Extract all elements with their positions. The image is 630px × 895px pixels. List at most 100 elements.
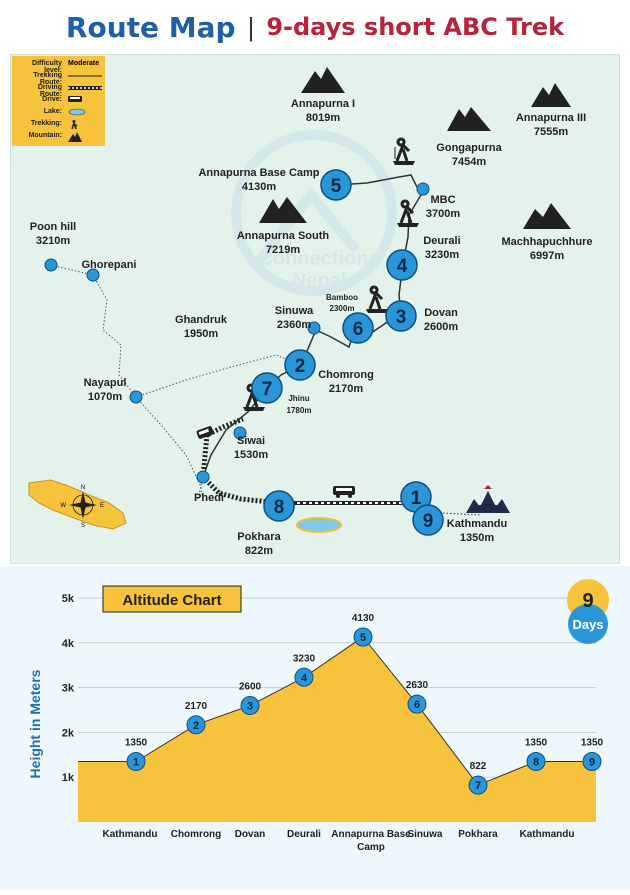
svg-text:2: 2	[295, 356, 306, 377]
mountain-icon-gongapurna	[447, 107, 491, 131]
mountain-alt-annapurna-i: 8019m	[306, 112, 340, 124]
bus-icon	[68, 96, 82, 102]
phewa-lake	[296, 517, 342, 533]
y-tick-label: 3k	[62, 683, 75, 695]
days-badge-number: 9	[582, 590, 593, 612]
place-dovan-name: Dovan	[424, 307, 458, 319]
place-ghandruk-alt: 1950m	[184, 328, 218, 340]
x-category-label: Chomrong	[171, 829, 222, 840]
side-trek-routes	[50, 264, 301, 502]
mountain-alt-annapurna-south: 7219m	[266, 244, 300, 256]
place-sinuwa-alt: 2360m	[277, 319, 311, 331]
place-jhinu-name: Jhinu	[288, 394, 309, 403]
data-label: 2630	[406, 680, 429, 691]
compass-s: S	[81, 523, 85, 529]
kathmandu-temple-icon	[466, 485, 510, 513]
place-jhinu-alt: 1780m	[287, 406, 312, 415]
place-nayapul-alt: 1070m	[88, 391, 122, 403]
y-axis-label: Height in Meters	[27, 669, 43, 778]
place-abc-alt: 4130m	[242, 181, 276, 193]
svg-text:4: 4	[397, 256, 408, 277]
legend-trekking: Trekking:	[16, 120, 104, 130]
svg-text:7: 7	[475, 780, 481, 792]
data-label: 4130	[352, 613, 375, 624]
place-deurali-name: Deurali	[423, 235, 460, 247]
day-markers: 1 2 3 4 5 6 7 8 9	[126, 627, 602, 795]
page-header: Route Map | 9-days short ABC Trek	[0, 0, 630, 54]
svg-text:9: 9	[589, 757, 595, 769]
day-marker: 2	[284, 349, 316, 381]
day-marker: 9	[582, 752, 602, 772]
data-label: 1350	[125, 738, 148, 749]
bus-icon	[333, 486, 355, 498]
day-marker: 5	[320, 169, 352, 201]
altitude-chart-canvas: 1k 2k 3k 4k 5k Kathmandu Chomrong Dovan Deurali…	[27, 579, 609, 853]
y-tick-label: 1k	[62, 772, 75, 784]
day-marker: 6	[342, 312, 374, 344]
day-marker: 9	[412, 504, 444, 536]
place-pokhara-name: Pokhara	[237, 531, 281, 543]
legend-driving-route: Driving Route:	[16, 84, 104, 98]
place-kathmandu-alt: 1350m	[460, 532, 494, 544]
days-badge: 9 Days	[567, 579, 609, 644]
day-marker: 5	[353, 627, 373, 647]
data-label: 1350	[525, 738, 548, 749]
data-label: 822	[470, 761, 487, 772]
x-category-label: Kathmandu	[520, 829, 575, 840]
legend-trekking-route: Trekking Route:	[16, 72, 104, 86]
svg-text:6: 6	[353, 319, 364, 340]
lake-icon	[68, 108, 86, 116]
compass-n: N	[81, 485, 85, 491]
day-marker: 2	[186, 715, 206, 735]
place-mbc-name: MBC	[430, 194, 455, 206]
trekker-icon	[71, 120, 78, 130]
day-marker: 7	[468, 775, 488, 795]
place-chomrong-alt: 2170m	[329, 383, 363, 395]
mountain-icon-annapurna-iii	[531, 83, 571, 107]
place-poonhill-alt: 3210m	[36, 235, 70, 247]
mountain-icon	[68, 132, 82, 142]
svg-text:5: 5	[360, 632, 366, 644]
day-marker: 8	[526, 752, 546, 772]
mountain-icon-annapurna-south	[259, 197, 307, 223]
chart-title-box	[102, 585, 242, 613]
y-tick-label: 2k	[62, 727, 75, 739]
day-marker: 3	[385, 300, 417, 332]
mountain-name-annapurna-i: Annapurna I	[291, 98, 355, 110]
day-marker: 1	[126, 752, 146, 772]
data-labels: 1350 2170 2600 3230 4130 2630 822 1350 1350	[125, 613, 604, 772]
day-marker: 4	[386, 249, 418, 281]
y-tick-labels: 1k 2k 3k 4k 5k	[62, 593, 75, 784]
y-tick-label: 5k	[62, 593, 75, 605]
legend-drive: Drive:	[16, 96, 104, 106]
place-siwai-alt: 1530m	[234, 449, 268, 461]
svg-text:3: 3	[247, 701, 253, 713]
x-category-label: Pokhara	[458, 829, 498, 840]
svg-text:6: 6	[414, 699, 420, 711]
legend-mountain: Mountain:	[16, 132, 104, 142]
jeep-icon	[196, 426, 214, 439]
place-abc-name: Annapurna Base Camp	[198, 167, 319, 179]
place-kathmandu-name: Kathmandu	[447, 518, 508, 530]
mountain-alt-machhapuchhure: 6997m	[530, 250, 564, 262]
day-marker: 3	[240, 696, 260, 716]
watermark: Connections Nepal	[231, 130, 397, 296]
day-marker: 6	[407, 694, 427, 714]
nepal-inset-map: N S E W	[28, 479, 127, 530]
trekker-icon	[393, 137, 415, 165]
route-map-canvas: Connections Nepal	[28, 67, 593, 557]
svg-text:3: 3	[396, 307, 407, 328]
svg-text:5: 5	[331, 176, 342, 197]
place-chomrong-name: Chomrong	[318, 369, 374, 381]
x-category-label: Deurali	[287, 829, 321, 840]
watermark-line1: Connections	[258, 248, 379, 270]
days-badge-label: Days	[572, 617, 603, 632]
place-dovan-alt: 2600m	[424, 321, 458, 333]
place-sinuwa-name: Sinuwa	[275, 305, 314, 317]
place-siwai-name: Siwai	[237, 435, 265, 447]
x-category-label: Annapurna Base	[331, 829, 411, 840]
place-ghorepani-name: Ghorepani	[81, 259, 136, 271]
waypoints	[44, 182, 430, 484]
svg-text:1: 1	[133, 757, 139, 769]
place-phedi-name: Phedi	[194, 492, 224, 504]
